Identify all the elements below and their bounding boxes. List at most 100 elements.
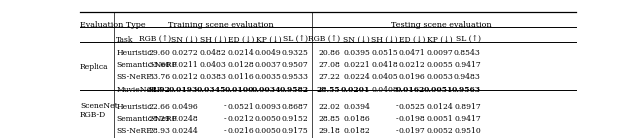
Text: 22.66: 22.66 (149, 103, 171, 111)
Text: RGB (↑): RGB (↑) (308, 36, 340, 44)
Text: SceneNet
RGB-D: SceneNet RGB-D (80, 102, 118, 119)
Text: 0.0049: 0.0049 (255, 49, 282, 57)
Text: -: - (396, 103, 398, 111)
Text: 33.60: 33.60 (148, 61, 171, 69)
Text: Testing scene evaluation: Testing scene evaluation (391, 21, 492, 29)
Text: 0.0525: 0.0525 (399, 103, 425, 111)
Text: 0.0051: 0.0051 (424, 86, 453, 94)
Text: 0.9510: 0.9510 (454, 127, 481, 135)
Text: 27.08: 27.08 (319, 61, 340, 69)
Text: -: - (396, 115, 398, 123)
Text: SL (↑): SL (↑) (456, 36, 481, 44)
Text: SH (↓): SH (↓) (371, 36, 398, 44)
Text: 0.9417: 0.9417 (454, 61, 481, 69)
Text: 0.0212: 0.0212 (399, 61, 425, 69)
Text: Semantic-NeRF: Semantic-NeRF (116, 61, 177, 69)
Text: 0.0211: 0.0211 (172, 61, 198, 69)
Text: 0.0193: 0.0193 (169, 86, 198, 94)
Text: 28.55: 28.55 (317, 86, 340, 94)
Text: SH (↓): SH (↓) (200, 36, 227, 44)
Text: 0.0403: 0.0403 (200, 61, 227, 69)
Text: 0.9417: 0.9417 (454, 115, 481, 123)
Text: MuvieNeRF: MuvieNeRF (116, 86, 162, 94)
Text: ED (↓): ED (↓) (228, 36, 254, 44)
Text: 0.0050: 0.0050 (255, 127, 282, 135)
Text: SL (↑): SL (↑) (283, 36, 308, 44)
Text: 22.02: 22.02 (319, 103, 340, 111)
Text: 33.76: 33.76 (148, 73, 171, 81)
Text: 0.0482: 0.0482 (200, 49, 227, 57)
Text: 0.0212: 0.0212 (227, 115, 254, 123)
Text: 0.0124: 0.0124 (426, 103, 453, 111)
Text: 0.0214: 0.0214 (227, 49, 254, 57)
Text: 0.0471: 0.0471 (399, 49, 425, 57)
Text: 0.8917: 0.8917 (454, 103, 481, 111)
Text: 0.0035: 0.0035 (255, 73, 282, 81)
Text: 0.0408: 0.0408 (371, 86, 398, 94)
Text: 0.0272: 0.0272 (172, 49, 198, 57)
Text: 0.9507: 0.9507 (282, 61, 308, 69)
Text: 0.0496: 0.0496 (172, 103, 198, 111)
Text: 34.92: 34.92 (147, 86, 171, 94)
Text: 0.0052: 0.0052 (426, 127, 453, 135)
Text: 0.0055: 0.0055 (426, 61, 453, 69)
Text: 0.9483: 0.9483 (454, 73, 481, 81)
Text: -: - (396, 127, 398, 135)
Text: 27.22: 27.22 (319, 73, 340, 81)
Text: 0.9582: 0.9582 (279, 86, 308, 94)
Text: 0.0383: 0.0383 (199, 73, 227, 81)
Text: SS-NeRF: SS-NeRF (116, 127, 152, 135)
Text: 29.18: 29.18 (319, 127, 340, 135)
Text: 0.0201: 0.0201 (340, 86, 370, 94)
Text: 0.0212: 0.0212 (172, 73, 198, 81)
Text: 0.0515: 0.0515 (371, 49, 398, 57)
Text: 0.0186: 0.0186 (344, 115, 370, 123)
Text: Task: Task (116, 36, 134, 44)
Text: 0.8543: 0.8543 (454, 49, 481, 57)
Text: 20.86: 20.86 (319, 49, 340, 57)
Text: 0.0116: 0.0116 (227, 73, 254, 81)
Text: Semantic-NeRF: Semantic-NeRF (116, 115, 177, 123)
Text: 0.0034: 0.0034 (252, 86, 282, 94)
Text: 28.85: 28.85 (319, 115, 340, 123)
Text: 0.0162: 0.0162 (396, 86, 425, 94)
Text: 0.0050: 0.0050 (255, 115, 282, 123)
Text: 0.0093: 0.0093 (255, 103, 282, 111)
Text: -: - (224, 127, 227, 135)
Text: 0.0197: 0.0197 (399, 127, 425, 135)
Text: 0.0182: 0.0182 (344, 127, 370, 135)
Text: 0.9152: 0.9152 (282, 115, 308, 123)
Text: 0.0037: 0.0037 (255, 61, 282, 69)
Text: 0.9533: 0.9533 (281, 73, 308, 81)
Text: KP (↓): KP (↓) (256, 36, 282, 44)
Text: 28.29: 28.29 (149, 115, 171, 123)
Text: Heuristic: Heuristic (116, 49, 152, 57)
Text: 0.9175: 0.9175 (282, 127, 308, 135)
Text: 29.60: 29.60 (149, 49, 171, 57)
Text: 0.0216: 0.0216 (227, 127, 254, 135)
Text: KP (↓): KP (↓) (428, 36, 453, 44)
Text: 0.0394: 0.0394 (343, 103, 370, 111)
Text: 0.0097: 0.0097 (426, 49, 453, 57)
Text: 0.9563: 0.9563 (452, 86, 481, 94)
Text: Training scene evaluation: Training scene evaluation (168, 21, 274, 29)
Text: 0.0244: 0.0244 (172, 127, 198, 135)
Text: 0.0224: 0.0224 (344, 73, 370, 81)
Text: 0.0196: 0.0196 (399, 73, 425, 81)
Text: 0.8687: 0.8687 (282, 103, 308, 111)
Text: 0.9325: 0.9325 (282, 49, 308, 57)
Text: ED (↓): ED (↓) (399, 36, 425, 44)
Text: Replica: Replica (80, 63, 109, 71)
Text: SN (↓): SN (↓) (172, 36, 198, 44)
Text: -: - (224, 115, 227, 123)
Text: RGB (↑): RGB (↑) (139, 36, 171, 44)
Text: SN (↓): SN (↓) (344, 36, 370, 44)
Text: 28.93: 28.93 (148, 127, 171, 135)
Text: 0.0405: 0.0405 (371, 73, 398, 81)
Text: 0.0051: 0.0051 (426, 115, 453, 123)
Text: SS-NeRF: SS-NeRF (116, 73, 152, 81)
Text: -: - (224, 103, 227, 111)
Text: 0.0248: 0.0248 (172, 115, 198, 123)
Text: 0.0395: 0.0395 (343, 49, 370, 57)
Text: 0.0198: 0.0198 (399, 115, 425, 123)
